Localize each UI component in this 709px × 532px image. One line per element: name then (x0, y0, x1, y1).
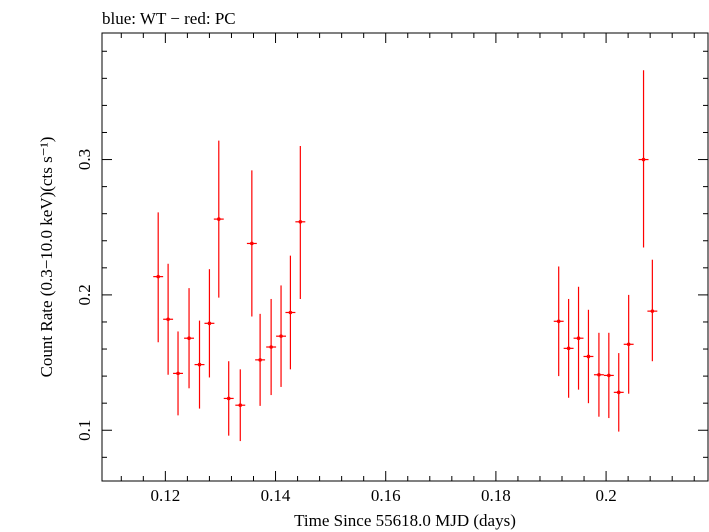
data-point (603, 332, 614, 419)
data-marker (626, 342, 631, 347)
x-tick-label: 0.14 (261, 486, 291, 505)
data-marker (216, 217, 221, 221)
data-point (194, 320, 205, 409)
data-point (295, 146, 306, 299)
data-point (623, 294, 634, 394)
data-marker (616, 390, 621, 395)
y-tick-label: 0.1 (75, 420, 94, 441)
x-tick-label: 0.12 (150, 486, 180, 505)
data-marker (298, 220, 303, 224)
data-marker (576, 336, 581, 341)
data-point (184, 288, 195, 389)
data-marker (250, 241, 254, 246)
data-marker (279, 334, 283, 338)
y-axis-label: Count Rate (0.3−10.0 keV)(cts s⁻¹) (37, 137, 56, 378)
plot-frame (101, 32, 709, 482)
data-point (255, 313, 266, 406)
data-point (223, 361, 234, 436)
data-marker (566, 346, 571, 351)
data-point (266, 298, 277, 396)
y-tick-label: 0.2 (75, 284, 94, 305)
data-point (613, 353, 624, 432)
data-point (647, 259, 658, 362)
data-marker (156, 274, 160, 279)
data-point (593, 332, 604, 417)
y-tick-label: 0.3 (75, 149, 94, 170)
data-marker (556, 319, 561, 324)
data-point (583, 309, 594, 404)
data-series-pc (153, 70, 658, 442)
data-marker (597, 372, 601, 377)
data-point (173, 331, 183, 416)
data-point (163, 263, 174, 375)
data-point (204, 269, 215, 378)
data-marker (641, 157, 646, 162)
x-axis-label: Time Since 55618.0 MJD (days) (294, 511, 516, 530)
data-marker (238, 403, 243, 408)
data-marker (288, 310, 293, 315)
data-marker (226, 396, 231, 401)
axis-ticks (102, 33, 708, 481)
data-point (563, 298, 574, 398)
data-marker (258, 358, 262, 362)
chart-title: blue: WT − red: PC (102, 9, 236, 28)
data-marker (586, 354, 591, 359)
data-point (235, 369, 246, 442)
data-point (153, 212, 164, 343)
data-marker (607, 373, 611, 378)
data-point (213, 140, 224, 298)
data-marker (187, 336, 191, 341)
axis-tick-labels: 0.12 0.14 0.16 0.18 0.2 0.1 0.2 0.3 (75, 149, 617, 505)
x-tick-label: 0.2 (595, 486, 616, 505)
data-point (638, 70, 649, 248)
data-point (246, 170, 257, 317)
data-point (285, 255, 296, 370)
data-point (276, 285, 287, 387)
data-marker (197, 362, 202, 367)
data-point (553, 266, 564, 377)
data-point (573, 286, 584, 390)
x-tick-label: 0.18 (481, 486, 511, 505)
data-marker (176, 371, 180, 376)
x-tick-label: 0.16 (371, 486, 401, 505)
data-marker (269, 345, 273, 349)
data-marker (207, 321, 212, 326)
data-marker (166, 317, 170, 322)
data-marker (650, 309, 655, 313)
